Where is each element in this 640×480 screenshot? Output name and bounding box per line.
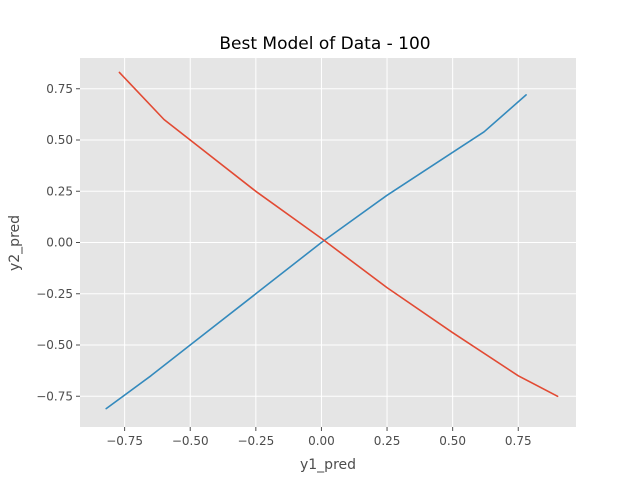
series-line-series-1 (105, 94, 527, 410)
y-tick-label: −0.25 (36, 287, 73, 301)
y-tick-label: −0.50 (36, 338, 73, 352)
x-axis-label: y1_pred (300, 457, 356, 473)
series-line-series-2 (118, 71, 559, 398)
y-tick-label: 0.50 (46, 133, 73, 147)
y-tick-label: 0.25 (46, 184, 73, 198)
y-tick-label: −0.75 (36, 389, 73, 403)
x-tick-label: 0.25 (374, 434, 401, 448)
chart-title: Best Model of Data - 100 (219, 34, 430, 54)
x-tick-label: 0.50 (439, 434, 466, 448)
ticks: −0.75 −0.50 −0.25 0.00 0.25 0.50 0.75 −0.75 −0.5… (36, 82, 531, 448)
x-tick-label: −0.50 (172, 434, 209, 448)
x-tick-label: 0.75 (505, 434, 532, 448)
x-tick-label: −0.25 (237, 434, 274, 448)
y-tick-label: 0.00 (46, 236, 73, 250)
y-tick-label: 0.75 (46, 82, 73, 96)
series-layer (105, 71, 559, 410)
x-tick-label: 0.00 (308, 434, 335, 448)
x-tick-label: −0.75 (106, 434, 143, 448)
y-axis-label: y2_pred (7, 215, 23, 271)
